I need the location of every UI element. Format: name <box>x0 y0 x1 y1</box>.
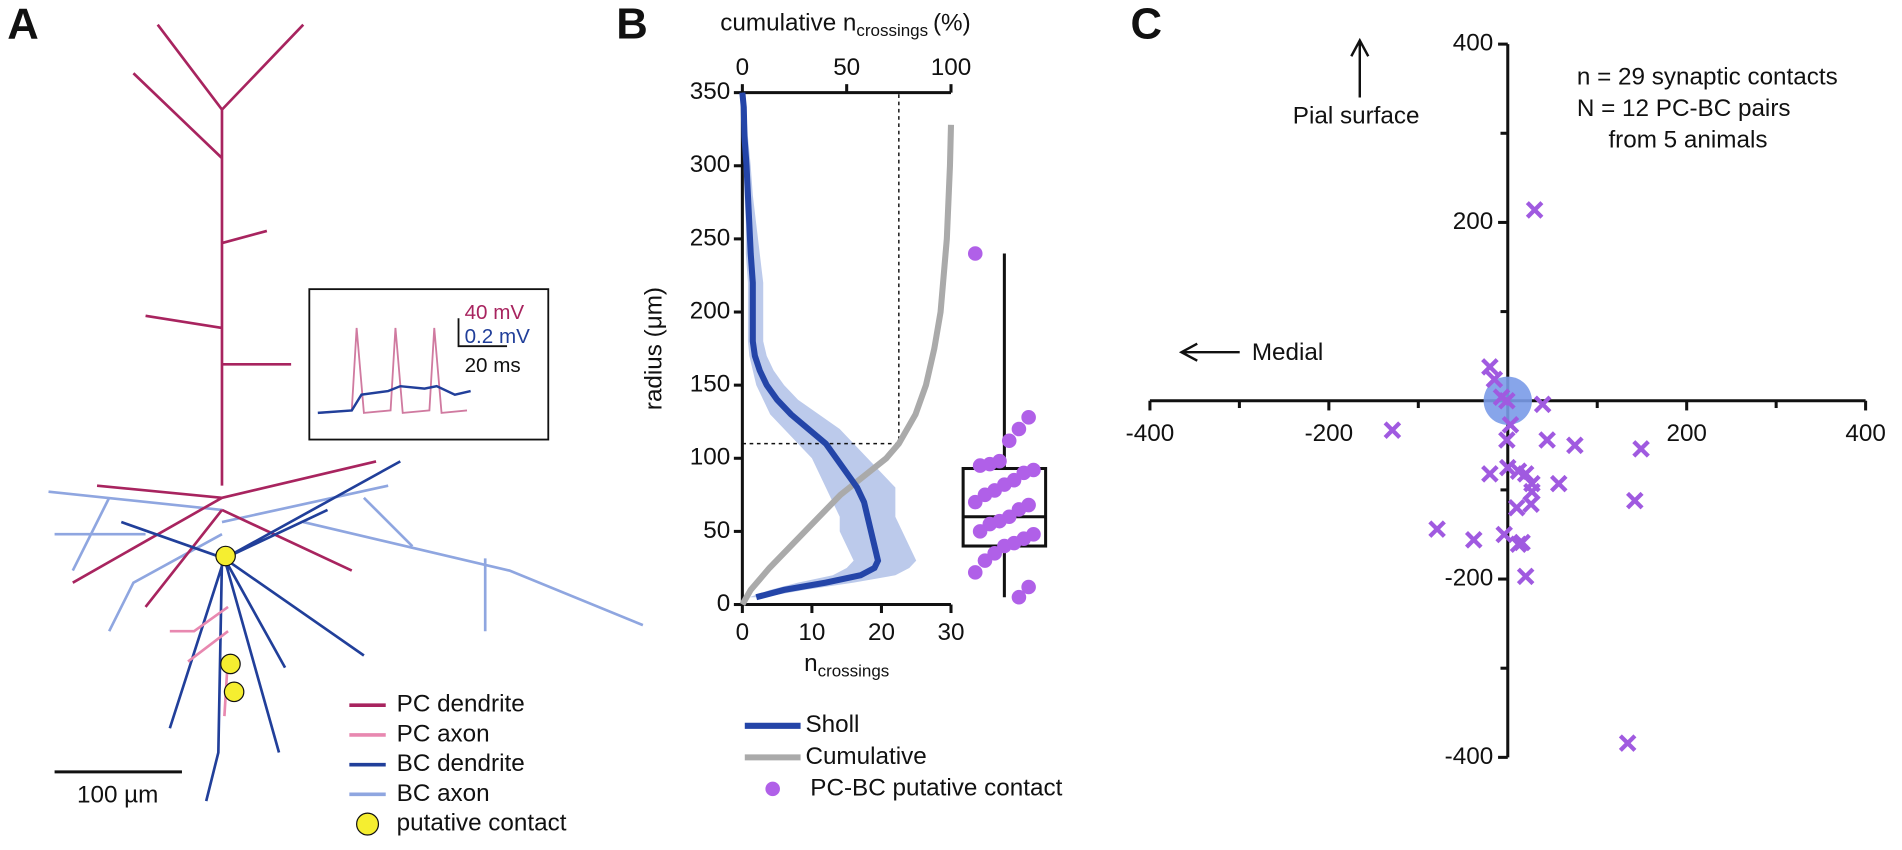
x-label-text: n <box>804 651 818 678</box>
contact-marker <box>1632 440 1650 458</box>
x-tick-label: 10 <box>798 619 825 646</box>
sholl-band <box>742 92 917 598</box>
annotation: from 5 animals <box>1608 127 1767 154</box>
contact-marker <box>1513 533 1531 552</box>
x-tick-label: -200 <box>1305 420 1354 447</box>
y-tick-label: 0 <box>717 590 731 617</box>
legend-label: Sholl <box>805 711 859 738</box>
contact-point <box>1011 589 1027 605</box>
contact-point <box>1021 579 1036 595</box>
x-label-sub: crossings <box>818 662 890 681</box>
annotation: n = 29 synaptic contacts <box>1577 63 1838 90</box>
legend-swatch <box>356 812 380 836</box>
contact-point <box>972 458 988 473</box>
legend-swatch <box>765 781 780 797</box>
inset-label: 40 mV <box>465 301 525 324</box>
panel-label: B <box>616 0 648 49</box>
panel-label: C <box>1131 0 1163 49</box>
x2-label-suffix: (%) <box>933 10 971 37</box>
contact-marker <box>1495 525 1513 544</box>
contact-marker <box>1481 465 1499 483</box>
contact-marker <box>1501 416 1520 434</box>
contact-marker <box>1428 520 1446 538</box>
y-tick-label: 250 <box>690 224 730 251</box>
contact-marker <box>1516 465 1535 483</box>
panel-label: A <box>7 0 39 49</box>
contact-marker <box>1626 491 1644 510</box>
contact-marker <box>1481 358 1499 376</box>
arrow-label: Medial <box>1252 339 1323 366</box>
x2-tick-label: 50 <box>833 54 860 81</box>
y-tick-label: 200 <box>1453 208 1493 235</box>
y-tick-label: 350 <box>690 78 730 105</box>
y-tick-label: 400 <box>1453 30 1493 57</box>
contact-marker <box>1383 421 1402 439</box>
contact-marker <box>1498 431 1516 449</box>
x-tick-label: 20 <box>868 619 895 646</box>
inset-label: 20 ms <box>465 354 521 377</box>
contact-marker <box>1522 495 1540 513</box>
contact-point <box>977 553 993 568</box>
contact-marker <box>1464 531 1483 549</box>
inset-label: 0.2 mV <box>465 325 531 348</box>
line <box>739 124 955 607</box>
x-tick-label: 400 <box>1845 420 1885 447</box>
contact-marker <box>1538 431 1556 449</box>
x-tick-label: 0 <box>736 619 750 646</box>
x2-tick-label: 100 <box>931 54 971 81</box>
arrow <box>1350 37 1370 98</box>
y-label: radius (μm) <box>640 287 667 410</box>
scale-label: 100 µm <box>77 782 158 809</box>
y-tick-label: 300 <box>690 151 730 178</box>
inset: 40 mV 0.2 mV 20 ms <box>308 288 550 441</box>
arrow-label: Pial surface <box>1293 102 1420 129</box>
arrow <box>1178 342 1240 362</box>
x-label: ncrossings <box>804 651 889 681</box>
legend-label: putative contact <box>397 809 567 836</box>
y-tick-label: 50 <box>703 517 730 544</box>
contact-point <box>972 524 988 539</box>
annotation: N = 12 PC-BC pairs <box>1577 95 1791 122</box>
contact-point <box>967 494 983 510</box>
y-tick-label: 150 <box>690 371 730 398</box>
x2-label-text: cumulative n <box>720 10 856 37</box>
contact-marker <box>1516 567 1535 586</box>
x2-label-sub: crossings <box>856 21 928 40</box>
y-tick-label: -400 <box>1445 743 1494 770</box>
contact-marker <box>1507 498 1526 517</box>
contact-marker <box>1533 395 1552 414</box>
y-tick-label: -200 <box>1445 564 1494 591</box>
contact-marker <box>1566 436 1584 455</box>
contact-point <box>1021 410 1036 425</box>
contact-point <box>967 565 983 580</box>
y-tick-label: 200 <box>690 297 730 324</box>
contact-point <box>967 246 983 261</box>
x-tick-label: -400 <box>1126 420 1175 447</box>
contact-marker <box>1525 201 1544 219</box>
contact-marker <box>1485 370 1504 389</box>
contact-marker <box>1492 388 1511 406</box>
line <box>739 92 882 601</box>
neuron-drawing <box>48 23 644 802</box>
y-tick-label: 100 <box>690 444 730 471</box>
legend-label: BC axon <box>397 780 490 807</box>
legend-label: PC axon <box>397 720 490 747</box>
legend-label: Cumulative <box>805 743 926 770</box>
legend-label: PC-BC putative contact <box>810 774 1062 801</box>
x-tick-label: 30 <box>938 619 965 646</box>
legend-label: BC dendrite <box>397 750 525 777</box>
contact-marker <box>1618 734 1637 752</box>
contact-point <box>1011 421 1027 437</box>
contact-point <box>1001 433 1017 448</box>
x-tick-label: 200 <box>1666 420 1706 447</box>
legend-label: PC dendrite <box>397 691 525 718</box>
x2-tick-label: 0 <box>736 54 750 81</box>
x2-label: cumulative ncrossings (%) <box>720 10 970 40</box>
contact-marker <box>1549 474 1568 493</box>
